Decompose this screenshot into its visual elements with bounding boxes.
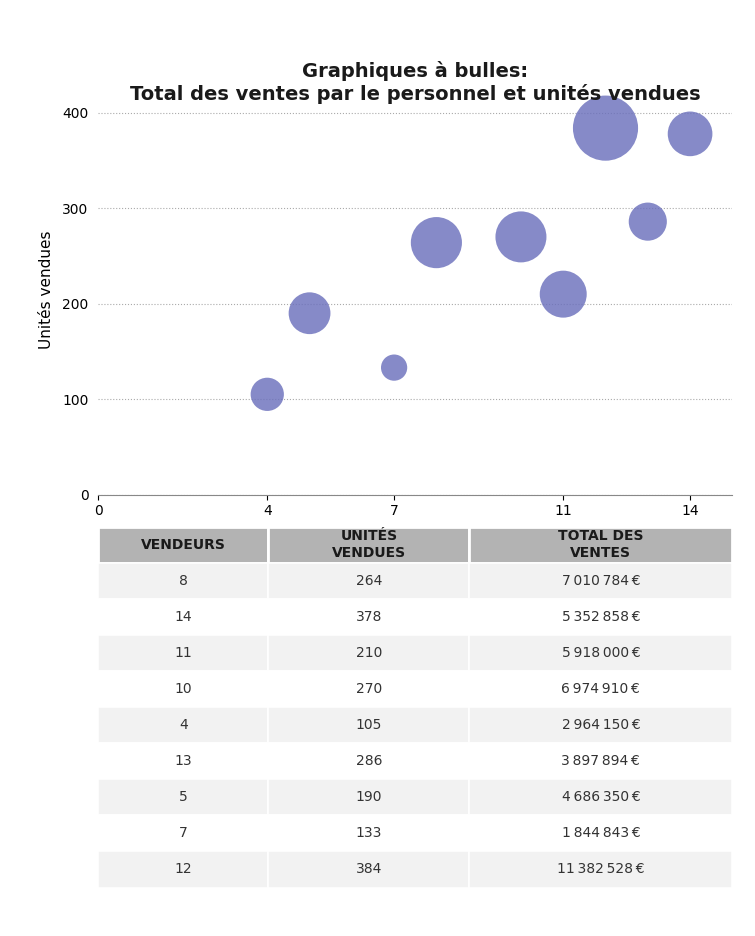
Text: 7 010 784 €: 7 010 784 € — [562, 574, 640, 588]
Bar — [470, 671, 732, 707]
Point — [388, 360, 400, 375]
Bar — [98, 599, 268, 635]
Text: 5 918 000 €: 5 918 000 € — [562, 646, 640, 660]
Bar — [470, 599, 732, 635]
Bar — [470, 743, 732, 780]
Bar — [98, 780, 268, 815]
Bar — [268, 527, 470, 563]
Text: 13: 13 — [174, 754, 192, 768]
Bar — [268, 635, 470, 671]
Text: 286: 286 — [356, 754, 382, 768]
Bar — [98, 852, 268, 887]
Bar — [268, 743, 470, 780]
Text: 133: 133 — [356, 826, 382, 841]
Text: 384: 384 — [356, 862, 382, 876]
Bar — [98, 815, 268, 852]
Text: 270: 270 — [356, 682, 382, 696]
Bar — [470, 527, 732, 563]
Bar — [470, 563, 732, 599]
Bar — [470, 635, 732, 671]
Text: 7: 7 — [179, 826, 187, 841]
X-axis label: Vendeurs: Vendeurs — [380, 527, 451, 542]
Bar — [98, 743, 268, 780]
Point — [515, 229, 527, 244]
Text: 14: 14 — [174, 609, 192, 623]
Point — [599, 121, 612, 136]
Text: 378: 378 — [356, 609, 382, 623]
Bar — [98, 527, 268, 563]
Point — [557, 286, 569, 301]
Y-axis label: Unités vendues: Unités vendues — [39, 230, 54, 348]
Bar — [98, 635, 268, 671]
Text: Graphiques à bulles:
Total des ventes par le personnel et unités vendues: Graphiques à bulles: Total des ventes pa… — [130, 61, 701, 104]
Bar — [268, 780, 470, 815]
Text: 264: 264 — [356, 574, 382, 588]
Text: 3 897 894 €: 3 897 894 € — [562, 754, 640, 768]
Text: 11 382 528 €: 11 382 528 € — [557, 862, 645, 876]
Bar — [470, 815, 732, 852]
Bar — [268, 815, 470, 852]
Bar — [98, 707, 268, 743]
Text: 12: 12 — [174, 862, 192, 876]
Bar — [268, 707, 470, 743]
Text: 11: 11 — [174, 646, 192, 660]
Text: 4: 4 — [179, 718, 187, 732]
Bar — [470, 780, 732, 815]
Bar — [268, 599, 470, 635]
Point — [304, 306, 316, 321]
Text: 2 964 150 €: 2 964 150 € — [562, 718, 640, 732]
Text: 105: 105 — [356, 718, 382, 732]
Text: 190: 190 — [356, 790, 382, 804]
Bar — [268, 852, 470, 887]
Text: 8: 8 — [179, 574, 188, 588]
Text: 5: 5 — [179, 790, 187, 804]
Point — [430, 235, 442, 250]
Point — [684, 126, 696, 141]
Text: 1 844 843 €: 1 844 843 € — [562, 826, 640, 841]
Text: 10: 10 — [174, 682, 192, 696]
Text: 210: 210 — [356, 646, 382, 660]
Bar — [98, 671, 268, 707]
Text: VENDEURS: VENDEURS — [140, 537, 226, 551]
Text: 5 352 858 €: 5 352 858 € — [562, 609, 640, 623]
Bar — [98, 563, 268, 599]
Bar — [268, 671, 470, 707]
Text: UNITÉS
VENDUES: UNITÉS VENDUES — [331, 530, 406, 560]
Point — [642, 214, 654, 229]
Bar — [470, 707, 732, 743]
Text: 6 974 910 €: 6 974 910 € — [562, 682, 640, 696]
Bar — [268, 563, 470, 599]
Text: TOTAL DES
VENTES: TOTAL DES VENTES — [558, 530, 643, 560]
Text: 4 686 350 €: 4 686 350 € — [562, 790, 640, 804]
Point — [261, 387, 273, 402]
Bar — [470, 852, 732, 887]
